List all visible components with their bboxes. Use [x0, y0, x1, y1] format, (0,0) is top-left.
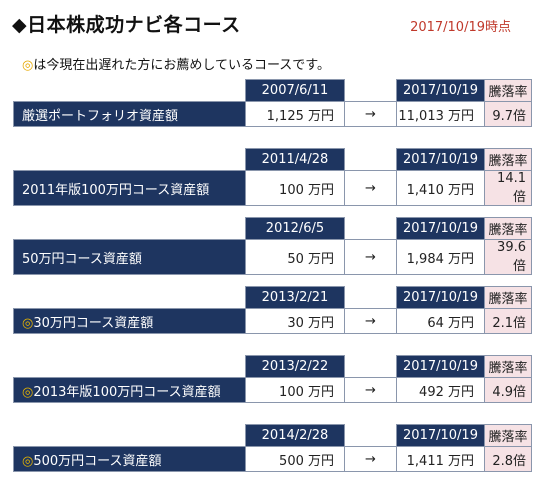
start-date: 2013/2/22 [245, 355, 345, 378]
end-date: 2017/10/19 [396, 217, 485, 240]
course-table: 2013/2/21 2017/10/19 騰落率 ◎30万円コース資産額 30 … [13, 286, 532, 334]
start-date: 2014/2/28 [245, 424, 345, 447]
double-circle-icon: ◎ [22, 453, 34, 469]
rate-value: 4.9倍 [484, 377, 532, 403]
end-value: 492 万円 [396, 377, 485, 403]
arrow-icon: → [344, 170, 397, 206]
arrow-icon: → [344, 446, 397, 472]
start-date: 2013/2/21 [245, 286, 345, 309]
course-name: 厳選ポートフォリオ資産額 [13, 101, 246, 127]
course-name: ◎2013年版100万円コース資産額 [13, 377, 246, 403]
double-circle-icon: ◎ [22, 315, 34, 331]
course-name: ◎500万円コース資産額 [13, 446, 246, 472]
double-circle-icon: ◎ [22, 58, 34, 73]
double-circle-icon: ◎ [22, 384, 34, 400]
start-date: 2011/4/28 [245, 148, 345, 171]
start-value: 100 万円 [245, 377, 345, 403]
course-table: 2011/4/28 2017/10/19 騰落率 2011年版100万円コース資… [13, 148, 532, 206]
end-date: 2017/10/19 [396, 79, 485, 102]
rate-value: 39.6倍 [484, 239, 532, 275]
end-date: 2017/10/19 [396, 148, 485, 171]
course-table: 2012/6/5 2017/10/19 騰落率 50万円コース資産額 50 万円… [13, 217, 532, 275]
page-title: ◆日本株成功ナビ各コース [12, 14, 241, 36]
course-name: 50万円コース資産額 [13, 239, 246, 275]
end-value: 1,411 万円 [396, 446, 485, 472]
course-table: 2014/2/28 2017/10/19 騰落率 ◎500万円コース資産額 50… [13, 424, 532, 472]
start-date: 2012/6/5 [245, 217, 345, 240]
end-value: 1,410 万円 [396, 170, 485, 206]
end-date: 2017/10/19 [396, 286, 485, 309]
rate-header: 騰落率 [484, 148, 532, 171]
rate-header: 騰落率 [484, 424, 532, 447]
arrow-icon: → [344, 101, 397, 127]
course-name: 2011年版100万円コース資産額 [13, 170, 246, 206]
start-value: 500 万円 [245, 446, 345, 472]
arrow-icon: → [344, 377, 397, 403]
recommendation-note: ◎は今現在出遅れた方にお薦めしているコースです。 [22, 54, 330, 73]
end-date: 2017/10/19 [396, 424, 485, 447]
start-date: 2007/6/11 [245, 79, 345, 102]
course-table: 2007/6/11 2017/10/19 騰落率 厳選ポートフォリオ資産額 1,… [13, 79, 532, 127]
arrow-icon: → [344, 308, 397, 334]
end-value: 64 万円 [396, 308, 485, 334]
course-table: 2013/2/22 2017/10/19 騰落率 ◎2013年版100万円コース… [13, 355, 532, 403]
note-text: は今現在出遅れた方にお薦めしているコースです。 [33, 58, 331, 73]
as-of-date: 2017/10/19時点 [410, 20, 511, 35]
end-value: 11,013 万円 [396, 101, 485, 127]
rate-header: 騰落率 [484, 217, 532, 240]
start-value: 1,125 万円 [245, 101, 345, 127]
end-date: 2017/10/19 [396, 355, 485, 378]
arrow-icon: → [344, 239, 397, 275]
rate-header: 騰落率 [484, 355, 532, 378]
start-value: 30 万円 [245, 308, 345, 334]
course-name: ◎30万円コース資産額 [13, 308, 246, 334]
start-value: 100 万円 [245, 170, 345, 206]
rate-value: 14.1倍 [484, 170, 532, 206]
start-value: 50 万円 [245, 239, 345, 275]
end-value: 1,984 万円 [396, 239, 485, 275]
rate-value: 2.8倍 [484, 446, 532, 472]
rate-value: 9.7倍 [484, 101, 532, 127]
rate-header: 騰落率 [484, 79, 532, 102]
rate-value: 2.1倍 [484, 308, 532, 334]
rate-header: 騰落率 [484, 286, 532, 309]
